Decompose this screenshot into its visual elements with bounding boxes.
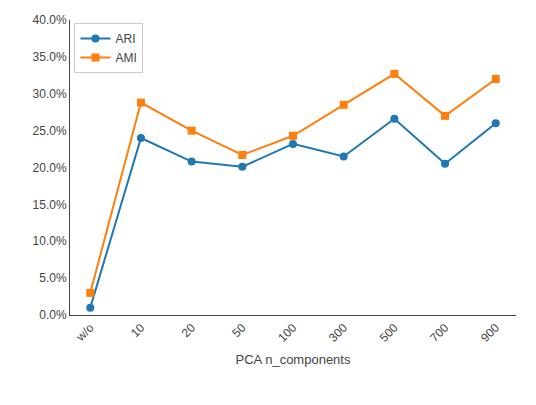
svg-text:20.0%: 20.0%: [33, 161, 67, 175]
svg-text:900: 900: [478, 321, 502, 345]
svg-text:25.0%: 25.0%: [33, 124, 67, 138]
svg-text:10: 10: [128, 321, 148, 341]
svg-text:ARI: ARI: [115, 32, 135, 46]
svg-text:35.0%: 35.0%: [33, 50, 67, 64]
svg-text:5.0%: 5.0%: [39, 271, 67, 285]
svg-text:500: 500: [377, 321, 401, 345]
svg-text:w/o: w/o: [73, 321, 97, 345]
svg-text:50: 50: [229, 321, 249, 341]
svg-text:0.0%: 0.0%: [39, 308, 67, 322]
svg-text:10.0%: 10.0%: [33, 234, 67, 248]
svg-text:PCA n_components: PCA n_components: [236, 352, 351, 367]
svg-text:30.0%: 30.0%: [33, 87, 67, 101]
svg-text:AMI: AMI: [115, 51, 136, 65]
svg-text:100: 100: [275, 321, 299, 345]
svg-text:300: 300: [326, 321, 350, 345]
svg-text:700: 700: [427, 321, 451, 345]
svg-text:15.0%: 15.0%: [33, 198, 67, 212]
svg-text:40.0%: 40.0%: [33, 13, 67, 27]
svg-text:20: 20: [179, 321, 199, 341]
